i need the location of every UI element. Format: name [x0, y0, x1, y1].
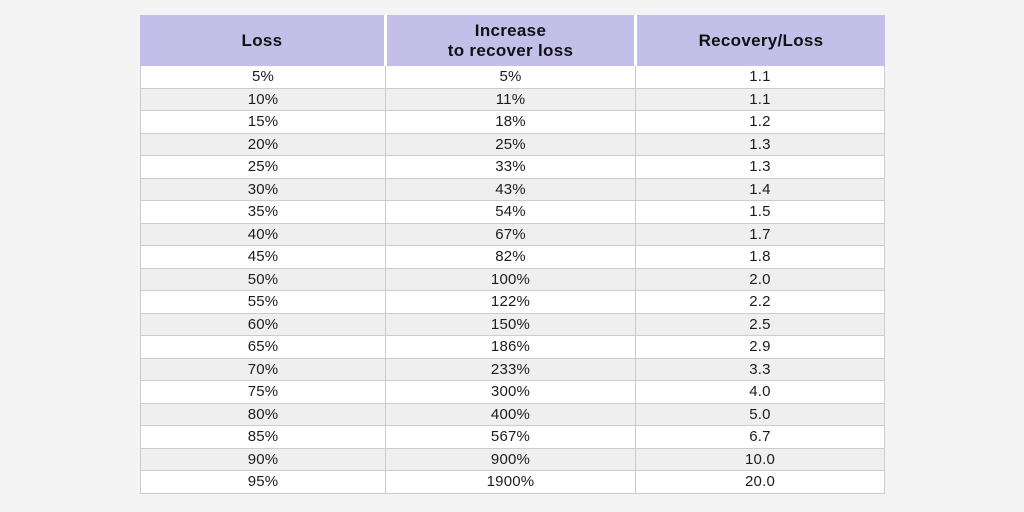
table-header-row: Loss Increase to recover loss Recovery/Loss [140, 15, 885, 66]
table-row: 45% 82% 1.8 [141, 246, 884, 269]
table-cell: 50% [247, 270, 279, 288]
table-cell: 186% [385, 336, 635, 358]
table-row: 85% 567% 6.7 [141, 426, 884, 449]
table-cell: 150% [385, 313, 635, 335]
table-cell: 25% [385, 133, 635, 155]
header-cell-line: Increase [474, 20, 547, 40]
table-cell: 60% [247, 315, 279, 333]
table-body: 5% 5% 1.1 10% 11% 1.1 15% 18% 1.2 20% 25% 1.3 25% 33%… [140, 66, 885, 494]
table-cell: 90% [247, 450, 279, 468]
table-cell: 122% [385, 291, 635, 313]
table-row: 70% 233% 3.3 [141, 358, 884, 381]
table-cell: 5% [385, 66, 635, 88]
table-cell: 100% [385, 268, 635, 290]
table-cell: 85% [247, 428, 279, 446]
table-cell: 6.7 [635, 426, 884, 448]
table-row: 65% 186% 2.9 [141, 336, 884, 359]
table-cell: 1.1 [635, 88, 884, 110]
table-cell: 4.0 [635, 381, 884, 403]
table-cell: 2.9 [635, 336, 884, 358]
table-row: 35% 54% 1.5 [141, 201, 884, 224]
table-row: 75% 300% 4.0 [141, 381, 884, 404]
table-cell: 233% [385, 358, 635, 380]
table-cell: 1.7 [635, 223, 884, 245]
table-cell: 900% [385, 448, 635, 470]
table-cell: 1.1 [635, 66, 884, 88]
table-cell: 40% [247, 225, 279, 243]
header-cell-line: Loss [241, 30, 283, 50]
table-row: 40% 67% 1.7 [141, 223, 884, 246]
table-cell: 15% [247, 113, 279, 131]
table-cell: 67% [385, 223, 635, 245]
table-cell: 5.0 [635, 403, 884, 425]
table-cell: 25% [247, 158, 279, 176]
table-row: 25% 33% 1.3 [141, 156, 884, 179]
table-cell: 400% [385, 403, 635, 425]
table-cell: 2.5 [635, 313, 884, 335]
header-cell-line: to recover loss [447, 40, 574, 60]
table-cell: 82% [385, 246, 635, 268]
table-row: 80% 400% 5.0 [141, 403, 884, 426]
table-cell: 65% [247, 338, 279, 356]
header-cell-recovery-loss: Recovery/Loss [637, 15, 885, 66]
table-cell: 1.3 [635, 156, 884, 178]
table-cell: 1900% [385, 471, 635, 493]
table-cell: 1.2 [635, 111, 884, 133]
table-row: 60% 150% 2.5 [141, 313, 884, 336]
header-cell-loss: Loss [140, 15, 384, 66]
table-row: 10% 11% 1.1 [141, 88, 884, 111]
table-cell: 30% [247, 180, 279, 198]
table-cell: 10.0 [635, 448, 884, 470]
table-row: 50% 100% 2.0 [141, 268, 884, 291]
table-cell: 300% [385, 381, 635, 403]
table-cell: 1.8 [635, 246, 884, 268]
table-cell: 45% [247, 248, 279, 266]
table-cell: 35% [247, 203, 279, 221]
table-cell: 43% [385, 178, 635, 200]
table-cell: 75% [247, 383, 279, 401]
table-cell: 18% [385, 111, 635, 133]
table-row: 5% 5% 1.1 [141, 66, 884, 89]
table-cell: 3.3 [635, 358, 884, 380]
table-cell: 567% [385, 426, 635, 448]
table-row: 90% 900% 10.0 [141, 448, 884, 471]
table-cell: 1.4 [635, 178, 884, 200]
table-row: 95% 1900% 20.0 [141, 471, 884, 494]
table-cell: 54% [385, 201, 635, 223]
table-cell: 1.5 [635, 201, 884, 223]
table-cell: 33% [385, 156, 635, 178]
header-cell-increase-to-recover-loss: Increase to recover loss [387, 15, 634, 66]
header-cell-line: Recovery/Loss [698, 30, 824, 50]
table-cell: 2.2 [635, 291, 884, 313]
table-cell: 5% [251, 68, 275, 86]
table-row: 20% 25% 1.3 [141, 133, 884, 156]
table-cell: 2.0 [635, 268, 884, 290]
table-cell: 10% [247, 90, 279, 108]
table-cell: 80% [247, 405, 279, 423]
table-row: 30% 43% 1.4 [141, 178, 884, 201]
table-row: 55% 122% 2.2 [141, 291, 884, 314]
table-cell: 11% [385, 88, 635, 110]
table-cell: 1.3 [635, 133, 884, 155]
table-row: 15% 18% 1.2 [141, 111, 884, 134]
table-cell: 55% [247, 293, 279, 311]
table-cell: 20.0 [635, 471, 884, 493]
table-cell: 20% [247, 135, 279, 153]
table-cell: 95% [247, 473, 279, 491]
table-cell: 70% [247, 360, 279, 378]
recovery-loss-table: Loss Increase to recover loss Recovery/Loss… [140, 15, 885, 494]
